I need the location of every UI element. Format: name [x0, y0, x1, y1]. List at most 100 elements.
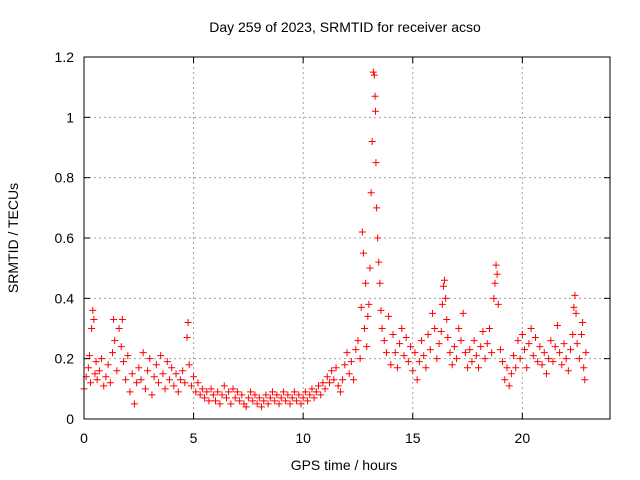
data-point — [411, 349, 419, 357]
data-point — [393, 364, 401, 372]
data-point — [85, 352, 93, 360]
data-point — [347, 358, 355, 366]
data-point — [387, 361, 395, 369]
data-point — [137, 376, 145, 384]
data-point — [174, 388, 182, 396]
y-tick-label: 0.8 — [55, 170, 75, 186]
data-point — [446, 349, 454, 357]
data-point — [266, 394, 274, 402]
data-point — [455, 325, 463, 332]
data-point — [290, 388, 298, 396]
data-point — [192, 388, 200, 396]
data-point — [222, 394, 230, 402]
data-point — [181, 379, 189, 387]
data-point — [122, 376, 130, 384]
data-point — [288, 394, 296, 402]
data-point — [258, 403, 266, 411]
data-point — [464, 364, 472, 372]
data-point — [369, 68, 377, 76]
data-point — [359, 249, 367, 257]
data-point — [366, 264, 374, 272]
data-point — [581, 376, 589, 384]
data-point — [356, 355, 364, 363]
data-point — [542, 370, 550, 378]
data-point — [293, 397, 301, 405]
data-point — [444, 334, 452, 342]
data-point — [362, 279, 370, 287]
data-point — [438, 300, 446, 308]
data-point — [529, 352, 537, 360]
data-point — [503, 364, 511, 372]
data-point — [582, 349, 590, 357]
data-point — [225, 388, 233, 396]
data-point — [117, 343, 125, 351]
data-point — [483, 340, 491, 348]
data-point — [299, 394, 307, 402]
data-point — [475, 364, 482, 372]
data-point — [420, 352, 428, 360]
data-point — [424, 331, 432, 339]
data-point — [499, 358, 507, 366]
data-point — [485, 325, 493, 332]
data-point — [161, 385, 169, 393]
data-point — [354, 337, 362, 345]
data-point — [321, 385, 329, 393]
x-tick-label: 0 — [80, 430, 88, 446]
data-point — [545, 355, 553, 363]
data-point — [409, 367, 417, 375]
data-point — [531, 334, 539, 342]
data-point — [141, 385, 149, 393]
data-point — [372, 159, 380, 167]
data-point — [187, 382, 195, 390]
data-point — [203, 388, 211, 396]
data-point — [443, 315, 451, 323]
data-point — [172, 370, 180, 378]
data-point — [108, 349, 116, 357]
data-point — [249, 397, 257, 405]
data-point — [442, 294, 450, 302]
data-point — [273, 391, 281, 399]
data-point — [540, 349, 548, 357]
data-point — [264, 400, 272, 408]
data-point — [371, 92, 379, 100]
data-point — [168, 364, 176, 372]
x-tick-label: 5 — [190, 430, 198, 446]
data-point — [190, 373, 198, 381]
data-point — [150, 373, 158, 381]
data-point — [233, 388, 241, 396]
data-point — [102, 373, 110, 381]
data-point — [398, 325, 406, 332]
data-point — [468, 358, 476, 366]
data-point — [205, 397, 213, 405]
data-point — [364, 312, 372, 320]
data-point — [163, 358, 171, 366]
data-point — [284, 391, 292, 399]
data-point — [488, 349, 496, 357]
data-point — [84, 364, 92, 372]
data-point — [218, 391, 226, 399]
data-point — [558, 361, 566, 369]
data-point — [100, 382, 108, 390]
data-point — [277, 394, 285, 402]
data-point — [207, 385, 215, 393]
data-point — [148, 391, 156, 399]
data-point — [196, 391, 204, 399]
data-point — [549, 358, 557, 366]
data-point — [556, 349, 564, 357]
y-tick-label: 1.2 — [55, 49, 75, 65]
data-point — [242, 403, 250, 411]
data-point — [271, 397, 279, 405]
data-point — [564, 367, 572, 375]
data-point — [238, 391, 246, 399]
data-point — [477, 343, 485, 351]
data-point — [128, 370, 136, 378]
data-point — [253, 400, 261, 408]
data-point — [93, 376, 101, 384]
data-point — [312, 388, 320, 396]
data-point — [450, 343, 458, 351]
data-point — [260, 397, 268, 405]
data-point — [350, 376, 358, 384]
data-point — [571, 291, 579, 299]
data-point — [382, 349, 390, 357]
